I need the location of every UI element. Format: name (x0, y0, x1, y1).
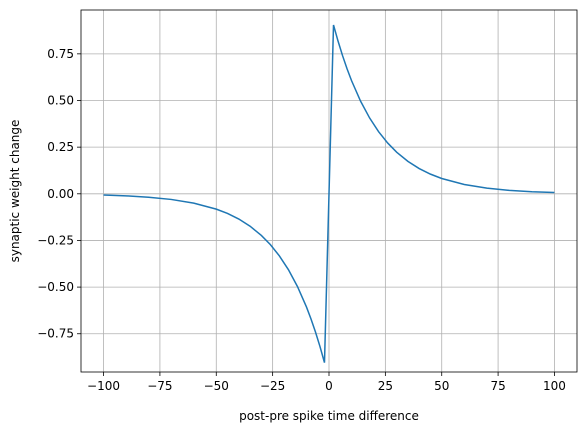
plot-frame (80, 9, 578, 373)
y-axis-label: synaptic weight change (8, 120, 22, 263)
x-tick-label: −50 (204, 379, 229, 393)
x-tick-label: −25 (260, 379, 285, 393)
y-tick-label: 0.25 (47, 140, 74, 154)
x-axis-label: post-pre spike time difference (239, 409, 419, 423)
y-tick-label: −0.50 (37, 280, 74, 294)
x-tick-label: 50 (434, 379, 449, 393)
y-tick-label: 0.75 (47, 47, 74, 61)
y-tick-label: 0.00 (47, 187, 74, 201)
x-tick-label: −75 (147, 379, 172, 393)
y-tick-label: 0.50 (47, 94, 74, 108)
x-tick-label: 0 (325, 379, 333, 393)
x-tick-label: 25 (378, 379, 393, 393)
x-tick-label: 75 (490, 379, 505, 393)
x-tick-label: 100 (543, 379, 566, 393)
y-tick-label: −0.75 (37, 327, 74, 341)
x-tick-label: −100 (87, 379, 120, 393)
y-tick-label: −0.25 (37, 233, 74, 247)
line (103, 24, 555, 363)
